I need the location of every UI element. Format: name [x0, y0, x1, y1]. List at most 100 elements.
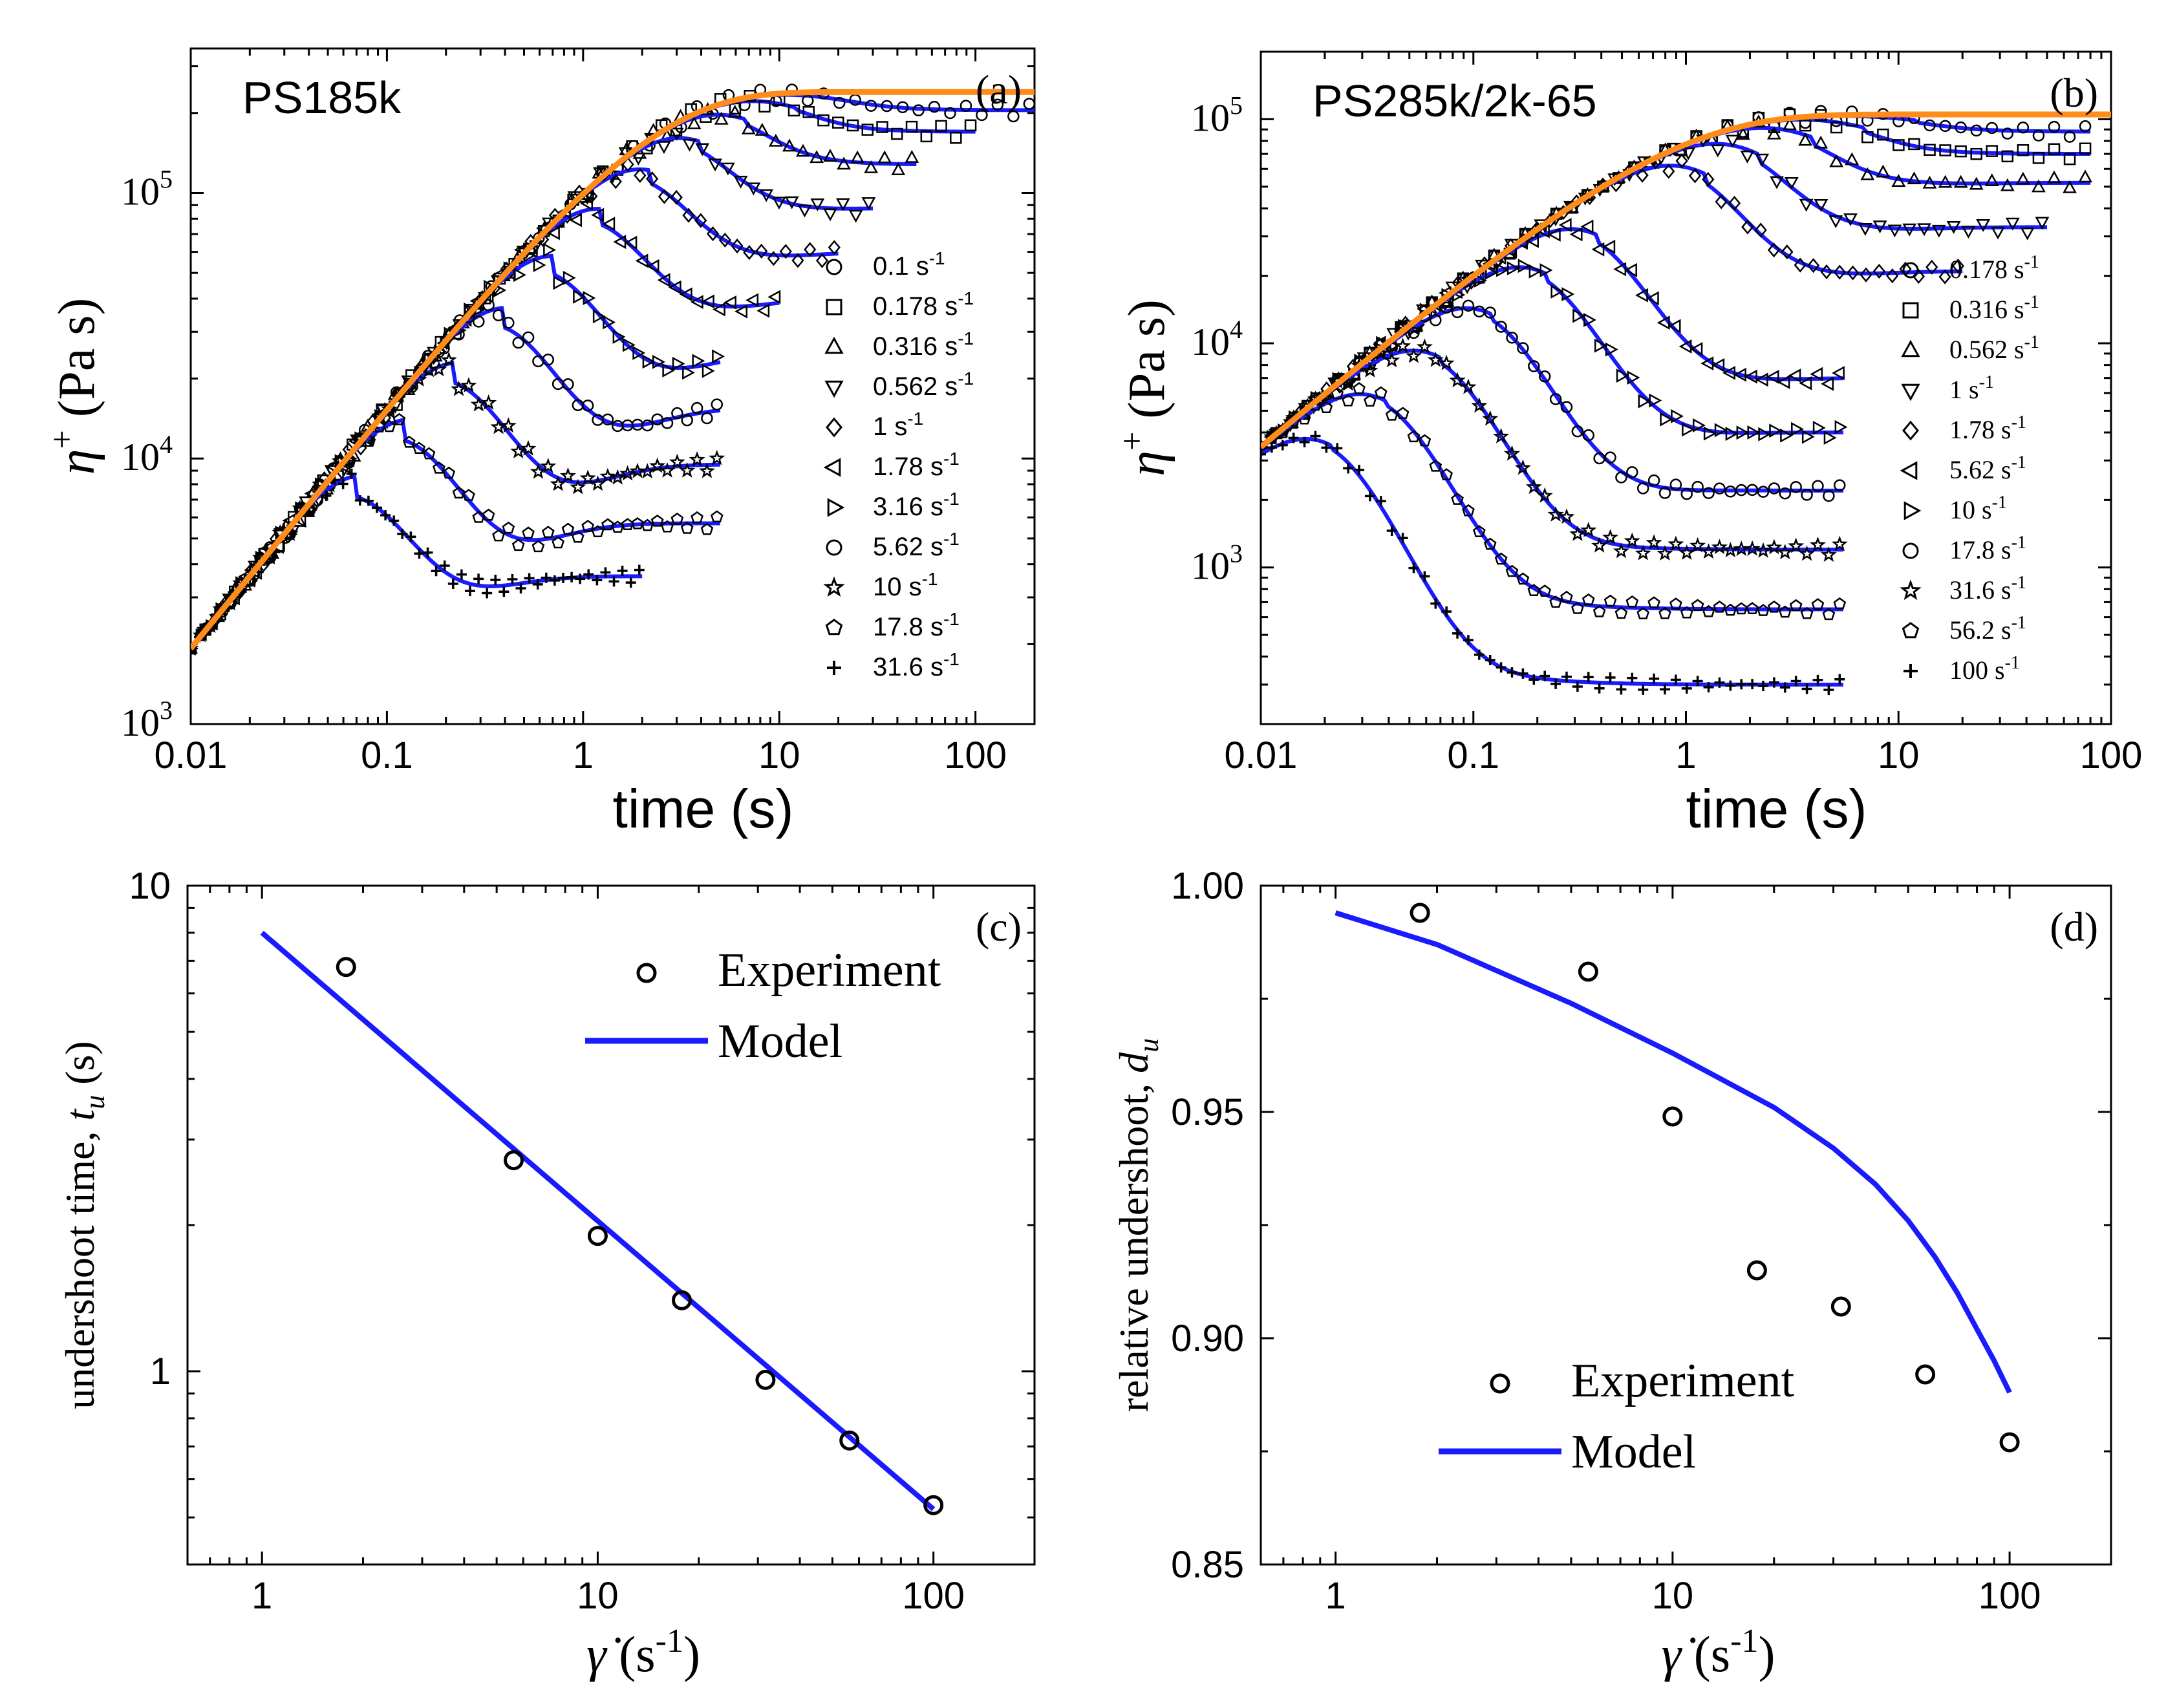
experiment-marker [1483, 537, 1497, 550]
experiment-marker [631, 517, 644, 529]
experiment-marker [745, 293, 759, 308]
experiment-marker [1755, 372, 1768, 387]
experiment-marker [632, 346, 646, 360]
experiment-marker [1938, 175, 1953, 188]
experiment-marker [1288, 432, 1299, 443]
legend-label-experiment: Experiment [1571, 1354, 1795, 1407]
experiment-marker [731, 238, 744, 254]
experiment-marker [1984, 173, 1999, 187]
experiment-marker [1613, 262, 1627, 277]
experiment-marker [543, 242, 556, 257]
experiment-marker [876, 121, 888, 133]
experiment-marker [1569, 526, 1586, 541]
experiment-series-9 [1261, 382, 1847, 621]
experiment-marker [1310, 431, 1321, 442]
experiment-marker [1770, 176, 1784, 189]
x-tick-label: 1 [1325, 1575, 1346, 1617]
experiment-marker [877, 150, 892, 164]
experiment-marker [1922, 175, 1937, 189]
experiment-marker [1830, 121, 1843, 134]
experiment-marker [639, 463, 656, 479]
experiment-series-1 [191, 90, 977, 655]
experiment-marker [591, 525, 605, 538]
experiment-marker [1549, 393, 1562, 405]
experiment-marker [1462, 299, 1475, 312]
experiment-marker [1507, 261, 1520, 275]
experiment-marker [1757, 486, 1770, 498]
experiment-marker [1781, 244, 1794, 260]
sample-label: PS185k [242, 72, 402, 123]
legend-marker [1902, 542, 1919, 559]
experiment-point [1662, 1106, 1683, 1127]
experiment-marker [1636, 607, 1650, 619]
experiment-series-6 [1261, 259, 1848, 451]
experiment-marker [1788, 368, 1801, 383]
experiment-marker [1736, 679, 1747, 690]
legend-marker [1903, 501, 1922, 520]
experiment-marker [1733, 367, 1746, 382]
legend-marker [1903, 664, 1918, 678]
experiment-marker [1725, 134, 1740, 148]
experiment-marker [758, 100, 771, 113]
experiment-marker [371, 502, 382, 513]
experiment-marker [1724, 603, 1737, 616]
experiment-marker [891, 127, 903, 140]
experiment-marker [1832, 366, 1845, 380]
panel-c-undershoot-time-chart: 1 10 100 1 10 Experiment Model (c) γ̇ (s-1) under… [57, 865, 1036, 1682]
experiment-marker [1614, 606, 1628, 619]
experiment-marker [920, 130, 933, 143]
experiment-marker [392, 412, 406, 425]
experiment-marker [1646, 291, 1659, 306]
experiment-marker [482, 588, 493, 599]
experiment-marker [718, 232, 731, 248]
plot-area [191, 83, 1035, 657]
experiment-marker [659, 462, 676, 478]
experiment-marker [1955, 121, 1967, 134]
experiment-marker [1526, 233, 1539, 248]
experiment-marker [541, 572, 552, 583]
experiment-marker [671, 407, 683, 420]
experiment-series-8 [1261, 337, 1848, 562]
experiment-marker [861, 123, 874, 136]
experiment-marker [2017, 122, 2030, 134]
experiment-marker [635, 253, 649, 268]
x-tick-label: 10 [577, 1575, 619, 1617]
experiment-marker [1528, 674, 1539, 685]
experiment-marker [1794, 257, 1807, 273]
experiment-marker [1766, 369, 1779, 384]
experiment-marker [1451, 306, 1464, 319]
legend-label: 1 s-1 [1949, 372, 1994, 404]
experiment-marker [1408, 562, 1419, 573]
y-tick-label: 105 [1191, 91, 1243, 139]
experiment-marker [1758, 680, 1769, 691]
experiment-marker [1429, 459, 1442, 472]
experiment-marker [1649, 673, 1660, 684]
experiment-marker [570, 478, 586, 495]
experiment-marker [1801, 489, 1813, 501]
experiment-marker [694, 213, 707, 228]
experiment-marker [1924, 144, 1936, 156]
experiment-marker [2063, 131, 2076, 143]
legend-marker [825, 619, 843, 635]
experiment-marker [1907, 171, 1922, 185]
legend-marker [827, 498, 845, 517]
experiment-marker [1876, 164, 1891, 178]
experiment-marker [1780, 428, 1793, 443]
model-line-8 [191, 360, 720, 650]
legend-marker-experiment [636, 963, 657, 983]
experiment-marker [881, 100, 893, 112]
experiment-series-6 [191, 242, 725, 653]
experiment-marker [1669, 478, 1682, 491]
experiment-series-8 [191, 351, 725, 656]
experiment-marker [791, 253, 804, 268]
y-tick-label: 103 [1191, 539, 1243, 588]
experiment-marker [651, 413, 663, 425]
experiment-marker [561, 522, 575, 535]
experiment-marker [532, 579, 543, 590]
experiment-marker [1463, 635, 1474, 646]
legend-marker [1902, 262, 1919, 279]
experiment-marker [1482, 410, 1499, 426]
experiment-marker [1755, 542, 1772, 558]
experiment-marker [1810, 367, 1823, 381]
